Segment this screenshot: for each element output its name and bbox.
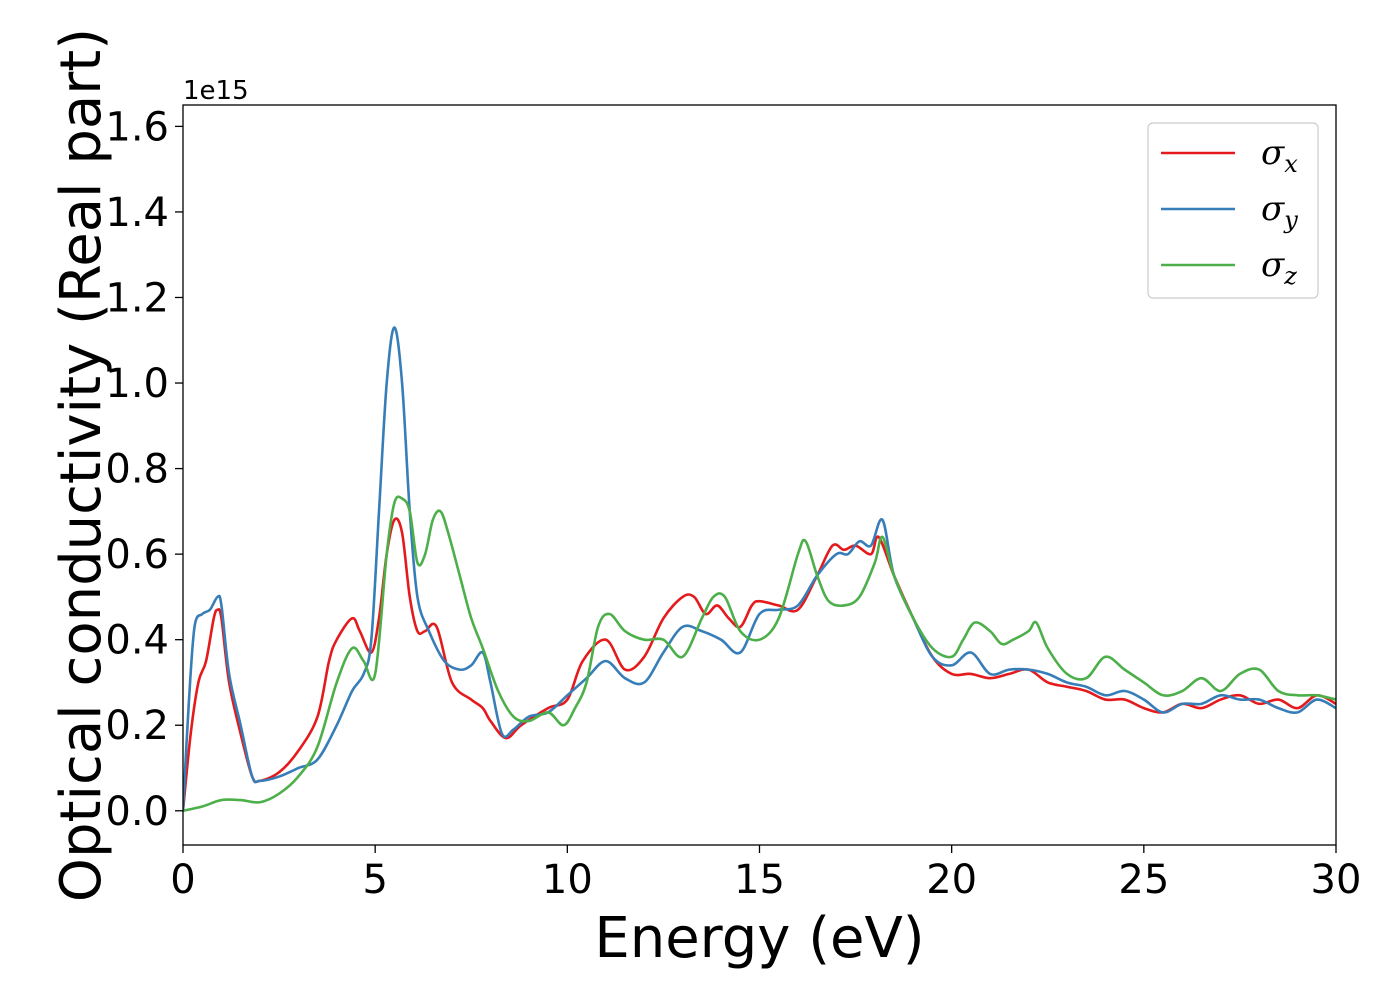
y-tick-label: 0.4 [105, 618, 169, 664]
legend-label-symbol: σ [1261, 189, 1285, 229]
series-line-sigma-z [183, 495, 1336, 813]
legend-label-symbol: σ [1261, 245, 1285, 285]
y-tick-label: 0.2 [105, 703, 169, 749]
series-line-sigma-x [183, 517, 1336, 813]
x-tick-label: 15 [734, 857, 785, 903]
y-tick-label: 0.8 [105, 447, 169, 493]
x-tick-label: 10 [542, 857, 593, 903]
y-axis-title: Optical conductivity (Real part) [49, 28, 114, 902]
y-tick-label: 1.0 [105, 361, 169, 407]
legend-box [1147, 122, 1319, 299]
legend-label-subscript: z [1283, 262, 1297, 290]
y-tick-label: 1.6 [105, 104, 169, 150]
y-tick-label: 0.6 [105, 532, 169, 578]
legend-label-sigma-z: σz [1261, 245, 1297, 290]
x-tick-label: 0 [170, 857, 195, 903]
x-tick-label: 5 [362, 857, 387, 903]
x-axis: 0 5 10 15 20 25 30 [170, 845, 1361, 903]
legend-label-subscript: y [1283, 206, 1298, 234]
y-offset-label: 1e15 [183, 76, 249, 106]
series-layer [183, 326, 1336, 813]
y-tick-label: 1.4 [105, 190, 169, 236]
x-tick-label: 30 [1311, 857, 1362, 903]
legend-label-subscript: x [1284, 150, 1298, 178]
y-tick-label: 0.0 [105, 789, 169, 835]
legend-label-symbol: σ [1261, 133, 1285, 173]
legend-label-sigma-y: σy [1261, 189, 1298, 234]
x-tick-label: 25 [1118, 857, 1169, 903]
y-tick-label: 1.2 [105, 275, 169, 321]
series-line-sigma-y [183, 326, 1336, 813]
x-axis-title: Energy (eV) [594, 906, 924, 971]
x-tick-label: 20 [926, 857, 977, 903]
y-axis: 0.0 0.2 0.4 0.6 0.8 1.0 1.2 1.4 1.6 [105, 104, 183, 835]
legend-label-sigma-x: σx [1261, 133, 1298, 178]
